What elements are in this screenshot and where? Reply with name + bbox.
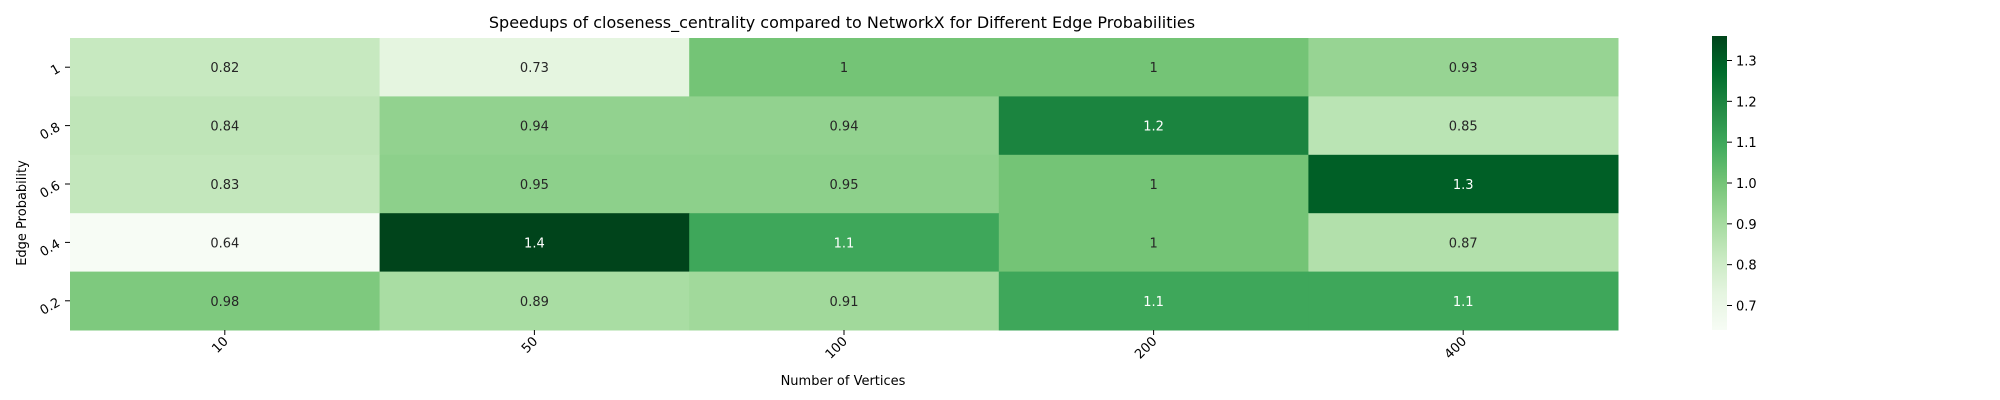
cell-value-label: 1.3 (1453, 178, 1474, 193)
heatmap-cell (1308, 271, 1619, 331)
heatmap-cell (998, 213, 1309, 273)
colorbar-ticks: 0.7 0.8 0.9 1.0 1.1 1.2 1.3 (1727, 55, 1757, 315)
colorbar-tick-label: 0.8 (1736, 259, 1757, 274)
chart-title: Speedups of closeness_centrality compare… (489, 13, 1195, 33)
cell-value-label: 1 (1149, 178, 1157, 193)
heatmap-cell (998, 271, 1309, 331)
heatmap-cell (379, 213, 690, 273)
colorbar-tick-label: 0.9 (1736, 218, 1757, 233)
cell-value-label: 1 (1149, 236, 1157, 251)
y-tick-label: 1 (48, 62, 63, 79)
cell-value-label: 0.85 (1449, 120, 1478, 135)
y-tick-label: 0.8 (38, 120, 63, 143)
cell-value-label: 0.94 (520, 120, 549, 135)
cell-value-label: 0.93 (1449, 61, 1478, 76)
heatmap-cell (1308, 213, 1619, 273)
cell-value-label: 0.95 (830, 178, 859, 193)
cell-value-label: 1.1 (1453, 295, 1474, 310)
heatmap-cell (70, 154, 381, 214)
colorbar-tick-label: 0.7 (1736, 300, 1757, 315)
cell-value-label: 0.95 (520, 178, 549, 193)
cell-value-label: 0.83 (210, 178, 239, 193)
heatmap-cell (998, 38, 1309, 97)
heatmap-cell (70, 38, 381, 97)
colorbar-tick-label: 1.0 (1736, 177, 1757, 192)
heatmap-cell (70, 213, 381, 273)
heatmap-cell (379, 154, 690, 214)
cell-value-label: 1.4 (524, 236, 545, 251)
colorbar-tick-label: 1.3 (1736, 55, 1757, 70)
heatmap-cell (1308, 96, 1619, 156)
heatmap-cell (1308, 38, 1619, 97)
cell-value-label: 0.84 (210, 120, 239, 135)
heatmap-cell (689, 96, 1000, 156)
cell-value-label: 0.98 (210, 295, 239, 310)
x-tick-label: 200 (1132, 334, 1160, 362)
x-tick-label: 50 (519, 334, 541, 356)
cell-value-label: 0.64 (210, 236, 239, 251)
heatmap-cell (689, 213, 1000, 273)
heatmap-cell (70, 96, 381, 156)
heatmap-cell (379, 38, 690, 97)
heatmap-cell (998, 96, 1309, 156)
heatmap-cell (689, 154, 1000, 214)
y-tick-label: 0.2 (38, 295, 63, 318)
heatmap-cell (379, 271, 690, 331)
x-axis-label: Number of Vertices (781, 374, 906, 389)
cell-value-label: 1.1 (1143, 295, 1164, 310)
cell-value-label: 1 (1149, 61, 1157, 76)
y-axis-label: Edge Probability (15, 160, 30, 266)
cell-value-label: 1.2 (1143, 120, 1164, 135)
heatmap-cell (70, 271, 381, 331)
x-tick-label: 100 (823, 334, 851, 362)
x-axis-ticks: 10 50 100 200 400 (209, 330, 1470, 362)
y-tick-label: 0.6 (38, 178, 63, 201)
cell-value-label: 1.1 (834, 236, 855, 251)
cell-value-label: 0.82 (210, 61, 239, 76)
cell-value-label: 0.87 (1449, 236, 1478, 251)
cell-value-label: 0.94 (830, 120, 859, 135)
colorbar (1712, 36, 1727, 330)
colorbar-tick-label: 1.1 (1736, 136, 1757, 151)
x-tick-label: 10 (209, 334, 231, 356)
cell-value-label: 0.73 (520, 61, 549, 76)
heatmap-cell (379, 96, 690, 156)
heatmap-cell (1308, 154, 1619, 214)
x-tick-label: 400 (1442, 334, 1470, 362)
heatmap-cell (998, 154, 1309, 214)
colorbar-tick-label: 1.2 (1736, 95, 1757, 110)
cell-value-label: 0.89 (520, 295, 549, 310)
heatmap-cell (689, 271, 1000, 331)
cell-value-label: 0.91 (830, 295, 859, 310)
heatmap-cell (689, 38, 1000, 97)
y-tick-label: 0.4 (38, 237, 63, 260)
y-axis-ticks: 1 0.8 0.6 0.4 0.2 (38, 62, 70, 319)
cell-value-label: 1 (840, 61, 848, 76)
heatmap-cells: 0.82 0.73 1 1 0.93 0.84 0.94 0.94 1.2 0.85 0.83 0.9… (70, 38, 1619, 331)
